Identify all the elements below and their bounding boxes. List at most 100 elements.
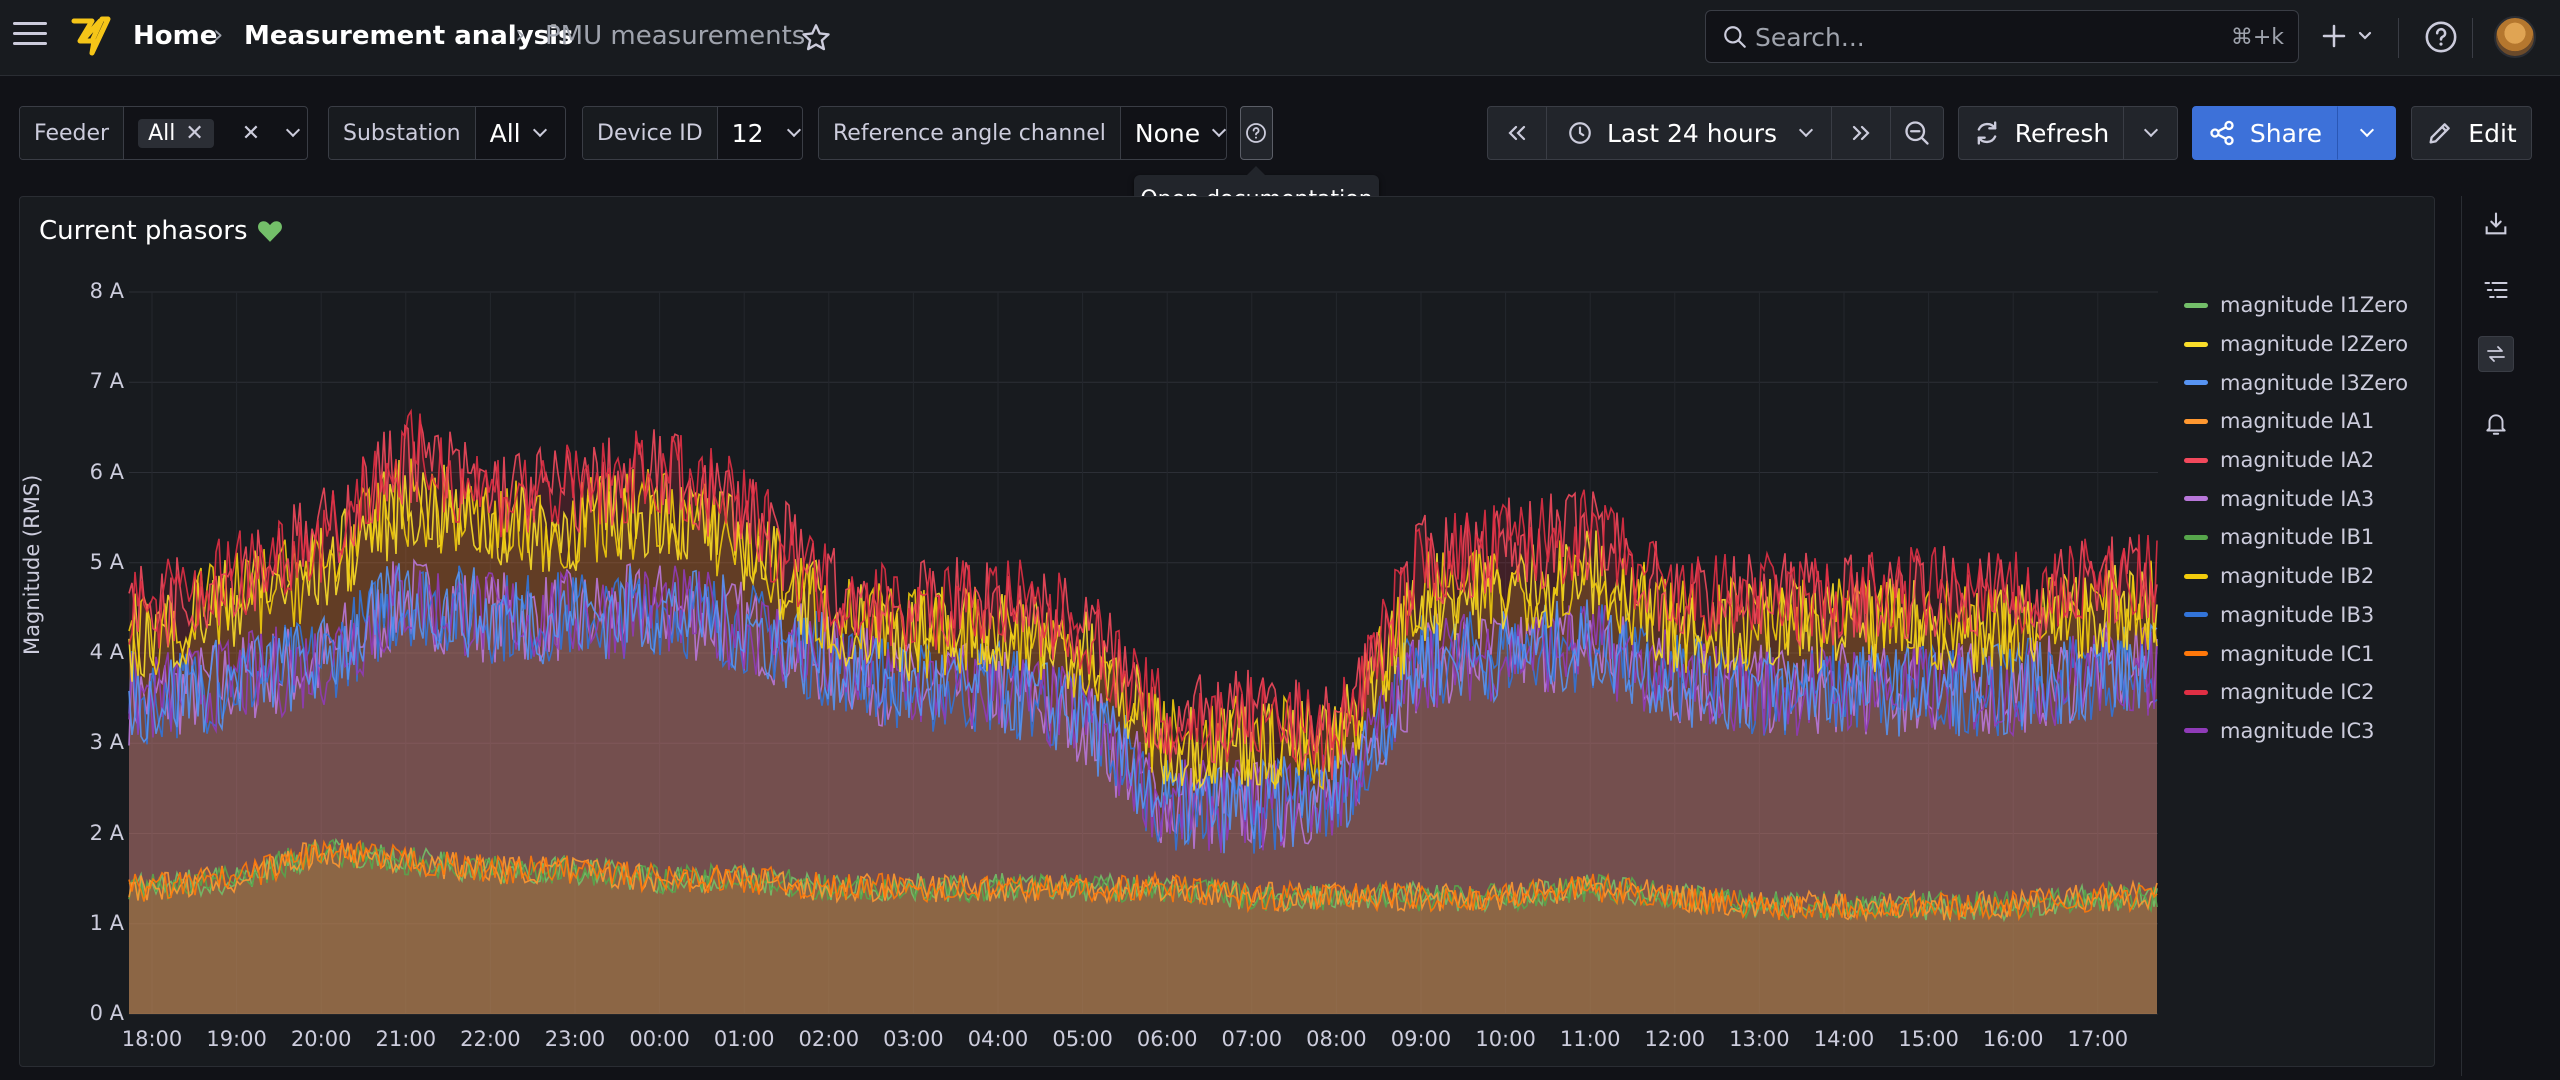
variable-label: Reference angle channel xyxy=(819,107,1121,159)
chevrons-left-icon xyxy=(1508,125,1526,141)
chevron-down-icon[interactable] xyxy=(286,122,301,138)
legend-item[interactable]: magnitude I1Zero xyxy=(2184,286,2408,325)
user-avatar[interactable] xyxy=(2494,16,2536,58)
y-tick-label: 2 A xyxy=(89,820,124,845)
legend-label: magnitude I3Zero xyxy=(2220,370,2409,395)
x-tick-label: 05:00 xyxy=(1052,1027,1113,1051)
legend-swatch xyxy=(2184,534,2208,540)
chevrons-right-icon xyxy=(1852,125,1870,141)
x-tick-label: 00:00 xyxy=(629,1027,690,1051)
variable-substation[interactable]: Substation All xyxy=(328,106,566,160)
refresh-interval-dropdown[interactable] xyxy=(2123,106,2178,160)
legend-swatch xyxy=(2184,341,2208,347)
breadcrumb-folder[interactable]: Measurement analysis xyxy=(244,21,574,51)
x-tick-label: 03:00 xyxy=(883,1027,944,1051)
breadcrumb-separator: › xyxy=(213,20,224,50)
bell-icon[interactable] xyxy=(2478,406,2514,442)
legend-item[interactable]: magnitude IA3 xyxy=(2184,479,2408,518)
chevron-down-icon xyxy=(787,122,802,138)
legend-swatch xyxy=(2184,573,2208,579)
x-tick-label: 18:00 xyxy=(121,1027,183,1051)
legend-label: magnitude IB2 xyxy=(2220,564,2375,589)
legend-swatch xyxy=(2184,728,2208,734)
legend-item[interactable]: magnitude IA2 xyxy=(2184,441,2408,480)
legend-item[interactable]: magnitude IC1 xyxy=(2184,634,2408,673)
variable-device-id[interactable]: Device ID 12 xyxy=(582,106,803,160)
legend-item[interactable]: magnitude IB3 xyxy=(2184,596,2408,635)
edit-label: Edit xyxy=(2468,118,2517,148)
variable-label: Substation xyxy=(329,107,476,159)
time-shift-back-button[interactable] xyxy=(1487,106,1547,160)
star-icon[interactable] xyxy=(800,22,832,54)
y-tick-label: 1 A xyxy=(89,910,124,935)
x-tick-label: 11:00 xyxy=(1559,1027,1621,1051)
x-tick-label: 14:00 xyxy=(1813,1027,1875,1051)
variable-reference-angle-channel[interactable]: Reference angle channel None xyxy=(818,106,1227,160)
x-tick-label: 09:00 xyxy=(1390,1027,1452,1051)
legend-label: magnitude IA3 xyxy=(2220,486,2375,511)
download-icon[interactable] xyxy=(2478,206,2514,242)
legend-label: magnitude I1Zero xyxy=(2220,293,2409,318)
y-tick-label: 3 A xyxy=(89,730,124,755)
refresh-button[interactable]: Refresh xyxy=(1958,106,2124,160)
x-tick-label: 01:00 xyxy=(713,1027,775,1051)
y-tick-label: 4 A xyxy=(89,640,124,664)
search-placeholder: Search... xyxy=(1755,23,1865,52)
legend-item[interactable]: magnitude IC2 xyxy=(2184,673,2408,712)
clear-icon[interactable]: ✕ xyxy=(241,120,261,146)
clock-icon xyxy=(1569,122,1591,144)
time-shift-forward-button[interactable] xyxy=(1831,106,1891,160)
legend-swatch xyxy=(2184,689,2208,695)
zoom-out-button[interactable] xyxy=(1890,106,1944,160)
variable-label: Device ID xyxy=(583,107,718,159)
edit-button[interactable]: Edit xyxy=(2411,106,2532,160)
x-tick-label: 21:00 xyxy=(375,1027,437,1051)
feeder-chip[interactable]: All ✕ xyxy=(138,118,214,148)
legend-label: magnitude IB3 xyxy=(2220,602,2375,627)
remove-chip-icon[interactable]: ✕ xyxy=(185,120,204,146)
open-documentation-button[interactable] xyxy=(1240,106,1273,160)
legend-swatch xyxy=(2184,651,2208,657)
y-tick-label: 0 A xyxy=(89,1001,124,1025)
heart-icon xyxy=(258,221,282,242)
share-icon xyxy=(2210,120,2234,146)
x-tick-label: 04:00 xyxy=(967,1027,1029,1051)
chevron-down-icon xyxy=(1212,122,1226,138)
help-icon[interactable] xyxy=(2424,20,2458,54)
share-button[interactable]: Share xyxy=(2192,106,2338,160)
time-range-picker[interactable]: Last 24 hours xyxy=(1546,106,1832,160)
legend-item[interactable]: magnitude IB1 xyxy=(2184,518,2408,557)
x-tick-label: 12:00 xyxy=(1644,1027,1706,1051)
legend-item[interactable]: magnitude IB2 xyxy=(2184,557,2408,596)
legend-item[interactable]: magnitude IC3 xyxy=(2184,712,2408,751)
x-tick-label: 07:00 xyxy=(1221,1027,1283,1051)
search-input[interactable]: Search... ⌘+k xyxy=(1705,10,2299,63)
x-tick-label: 23:00 xyxy=(544,1027,606,1051)
divider xyxy=(2398,18,2399,58)
breadcrumb-home[interactable]: Home xyxy=(133,21,218,51)
legend-item[interactable]: magnitude IA1 xyxy=(2184,402,2408,441)
menu-icon[interactable] xyxy=(13,22,47,52)
variable-value: All xyxy=(489,118,521,148)
legend-swatch xyxy=(2184,418,2208,424)
top-navigation-bar: Home › Measurement analysis › PMU measur… xyxy=(0,0,2560,76)
panel-title[interactable]: Current phasors xyxy=(39,216,248,246)
x-tick-label: 06:00 xyxy=(1136,1027,1198,1051)
transform-icon[interactable] xyxy=(2478,336,2514,372)
variable-value: 12 xyxy=(731,118,764,148)
logo-icon[interactable] xyxy=(70,15,112,59)
x-tick-label: 02:00 xyxy=(798,1027,860,1051)
x-tick-label: 19:00 xyxy=(206,1027,267,1051)
divider xyxy=(2472,18,2473,58)
breadcrumb-separator: › xyxy=(515,20,526,50)
share-options-dropdown[interactable] xyxy=(2337,106,2396,160)
outline-list-icon[interactable] xyxy=(2478,272,2514,308)
legend-item[interactable]: magnitude I3Zero xyxy=(2184,363,2408,402)
add-new-button[interactable] xyxy=(2320,16,2380,56)
legend-label: magnitude IC3 xyxy=(2220,718,2375,743)
legend-label: magnitude IC1 xyxy=(2220,641,2375,666)
chip-label: All xyxy=(148,120,176,146)
legend-item[interactable]: magnitude I2Zero xyxy=(2184,325,2408,364)
variable-feeder[interactable]: Feeder All ✕ ✕ xyxy=(19,106,308,160)
legend-label: magnitude IC2 xyxy=(2220,680,2375,705)
